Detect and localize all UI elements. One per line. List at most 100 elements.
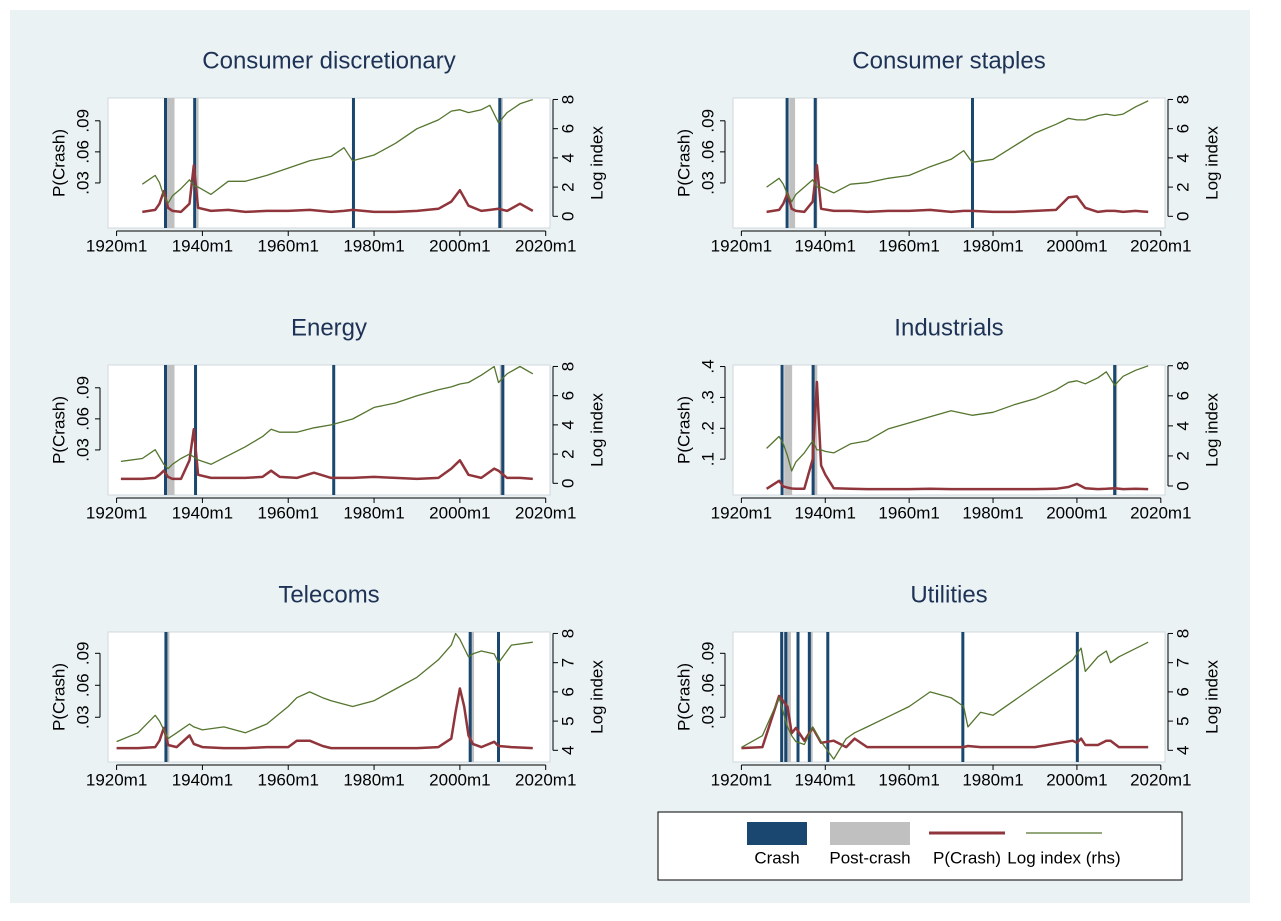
y2-tick-label: 8 bbox=[558, 629, 577, 638]
x-tick-label: 1920m1 bbox=[86, 503, 147, 522]
log-index-line bbox=[766, 365, 1149, 472]
x-tick-label: 2020m1 bbox=[515, 770, 576, 789]
y2-tick-label: 8 bbox=[1173, 361, 1192, 370]
y2-tick-label: 6 bbox=[558, 391, 577, 400]
x-tick-label: 1980m1 bbox=[343, 236, 404, 255]
y-tick-label: .03 bbox=[698, 171, 717, 195]
x-tick-label: 2000m1 bbox=[429, 503, 490, 522]
log-index-line bbox=[116, 632, 533, 743]
y2-tick-label: 6 bbox=[1173, 391, 1192, 400]
p-crash-line bbox=[741, 694, 1149, 750]
x-tick-label: 1920m1 bbox=[711, 236, 772, 255]
p-crash-line bbox=[766, 164, 1149, 214]
y-tick-label: .09 bbox=[73, 376, 92, 400]
x-tick-label: 1920m1 bbox=[86, 236, 147, 255]
legend-key bbox=[830, 822, 910, 845]
x-tick-label: 1960m1 bbox=[878, 770, 939, 789]
y-tick-label: .03 bbox=[73, 438, 92, 462]
post-crash-band bbox=[165, 632, 170, 762]
y-tick-label: .03 bbox=[73, 705, 92, 729]
y2-axis-title: Log index bbox=[587, 660, 606, 734]
x-tick-label: 1940m1 bbox=[795, 503, 856, 522]
x-tick-label: 1960m1 bbox=[258, 770, 319, 789]
y2-tick-label: 6 bbox=[1173, 124, 1192, 133]
y2-axis-title: Log index bbox=[1202, 126, 1221, 200]
y-tick-label: .03 bbox=[698, 705, 717, 729]
x-tick-label: 1940m1 bbox=[172, 236, 233, 255]
x-tick-label: 1960m1 bbox=[878, 503, 939, 522]
y-axis-title: P(Crash) bbox=[674, 663, 693, 731]
y2-tick-label: 8 bbox=[1173, 95, 1192, 104]
y2-tick-label: 6 bbox=[1173, 687, 1192, 696]
x-tick-label: 1920m1 bbox=[86, 770, 147, 789]
y-axis-title: P(Crash) bbox=[674, 129, 693, 197]
x-tick-label: 2020m1 bbox=[1130, 236, 1191, 255]
x-tick-label: 1940m1 bbox=[172, 770, 233, 789]
legend-label: Post-crash bbox=[829, 848, 910, 867]
y-tick-label: .06 bbox=[698, 673, 717, 697]
legend-key bbox=[747, 822, 807, 845]
y2-tick-label: 4 bbox=[558, 746, 577, 755]
x-tick-label: 1920m1 bbox=[711, 770, 772, 789]
x-tick-label: 2020m1 bbox=[1130, 503, 1191, 522]
log-index-line bbox=[141, 98, 534, 204]
y2-tick-label: 7 bbox=[558, 658, 577, 667]
panel-title: Consumer staples bbox=[852, 47, 1045, 74]
y-axis-title: P(Crash) bbox=[49, 129, 68, 197]
y2-axis-title: Log index bbox=[587, 126, 606, 200]
y-tick-label: .06 bbox=[73, 407, 92, 431]
x-tick-label: 1940m1 bbox=[172, 503, 233, 522]
y2-tick-label: 8 bbox=[558, 95, 577, 104]
y2-tick-label: 5 bbox=[1173, 716, 1192, 725]
post-crash-band bbox=[470, 632, 475, 762]
log-index-line bbox=[120, 365, 534, 470]
plot-region bbox=[732, 364, 1166, 496]
y2-tick-label: 2 bbox=[558, 449, 577, 458]
x-tick-label: 1940m1 bbox=[795, 770, 856, 789]
plot-region bbox=[732, 97, 1166, 229]
plot-region bbox=[107, 364, 551, 496]
y-tick-label: .03 bbox=[73, 171, 92, 195]
y-tick-label: .09 bbox=[73, 641, 92, 665]
y2-tick-label: 4 bbox=[1173, 746, 1192, 755]
y2-tick-label: 0 bbox=[558, 212, 577, 221]
plot-region bbox=[107, 97, 551, 229]
y2-tick-label: 6 bbox=[558, 124, 577, 133]
y-tick-label: .09 bbox=[698, 641, 717, 665]
x-tick-label: 2000m1 bbox=[1046, 503, 1107, 522]
x-tick-label: 1960m1 bbox=[258, 236, 319, 255]
x-tick-label: 1980m1 bbox=[962, 236, 1023, 255]
x-tick-label: 1980m1 bbox=[962, 503, 1023, 522]
log-index-line bbox=[741, 641, 1149, 760]
post-crash-band bbox=[166, 98, 175, 228]
y-tick-label: .2 bbox=[698, 421, 717, 435]
legend-label: Log index (rhs) bbox=[1007, 848, 1120, 867]
y2-tick-label: 8 bbox=[558, 362, 577, 371]
y2-tick-label: 2 bbox=[1173, 182, 1192, 191]
y2-tick-label: 5 bbox=[558, 716, 577, 725]
plot-region bbox=[107, 631, 551, 763]
x-tick-label: 2000m1 bbox=[429, 236, 490, 255]
y2-tick-label: 4 bbox=[558, 420, 577, 429]
post-crash-band bbox=[809, 632, 813, 762]
x-tick-label: 2000m1 bbox=[1046, 236, 1107, 255]
y-tick-label: .1 bbox=[698, 452, 717, 466]
x-tick-label: 2020m1 bbox=[515, 503, 576, 522]
post-crash-band bbox=[166, 365, 175, 495]
panel-title: Energy bbox=[291, 314, 367, 341]
y-axis-title: P(Crash) bbox=[49, 396, 68, 464]
y2-tick-label: 0 bbox=[1173, 481, 1192, 490]
y2-tick-label: 4 bbox=[558, 153, 577, 162]
y-tick-label: .3 bbox=[698, 390, 717, 404]
post-crash-band bbox=[499, 98, 503, 228]
y-axis-title: P(Crash) bbox=[49, 663, 68, 731]
y-axis-title: P(Crash) bbox=[674, 396, 693, 464]
y2-tick-label: 2 bbox=[558, 182, 577, 191]
y2-axis-title: Log index bbox=[1202, 660, 1221, 734]
post-crash-band bbox=[784, 365, 793, 495]
y-tick-label: .06 bbox=[73, 140, 92, 164]
x-tick-label: 1920m1 bbox=[711, 503, 772, 522]
y2-tick-label: 0 bbox=[1173, 212, 1192, 221]
y-tick-label: .06 bbox=[698, 140, 717, 164]
